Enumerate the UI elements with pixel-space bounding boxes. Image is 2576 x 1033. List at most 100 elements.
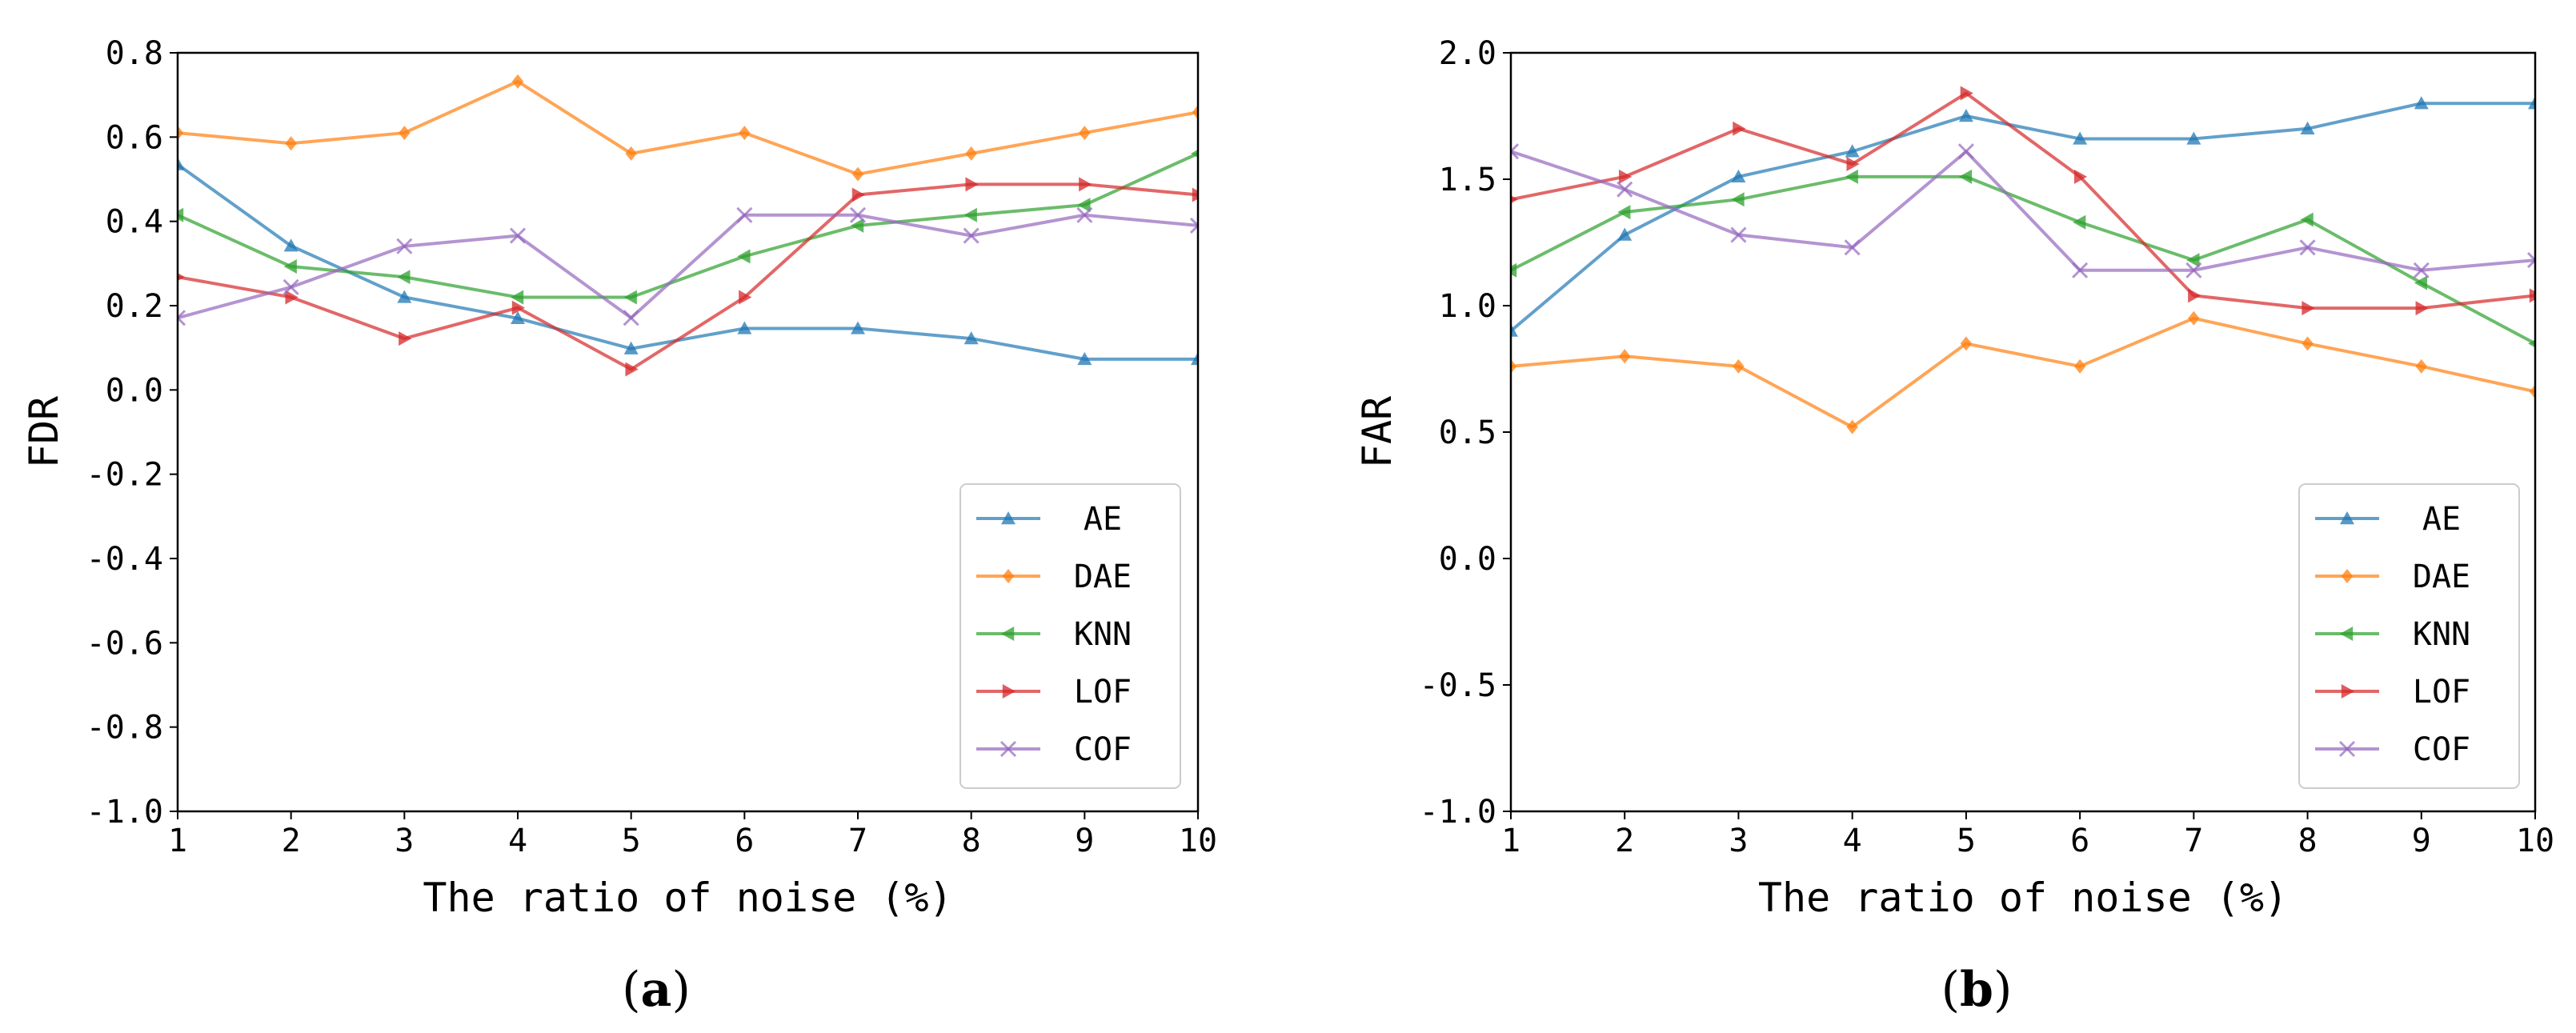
legend-marker-cof: [2338, 740, 2356, 758]
data-point-knn-1: [178, 207, 184, 222]
data-point-knn-4: [1845, 169, 1858, 184]
data-point-lof-3: [1733, 121, 1746, 136]
data-point-dae-9: [1079, 126, 1091, 141]
data-point-lof-4: [511, 300, 525, 315]
data-point-dae-2: [1619, 349, 1631, 364]
legend-label-ae: AE: [1084, 501, 1122, 538]
data-point-dae-10: [1192, 105, 1198, 120]
legend-item-cof: COF: [976, 731, 1132, 768]
panel-label: (a): [622, 962, 691, 1018]
x-tick-label: 4: [508, 823, 527, 859]
legend-item-knn: KNN: [976, 616, 1132, 653]
data-point-cof-4: [1844, 239, 1861, 256]
data-point-lof-3: [399, 331, 412, 346]
data-point-dae-1: [178, 126, 184, 141]
legend-label-dae: DAE: [1074, 559, 1132, 595]
y-tick-label: -1.0: [1420, 794, 1496, 831]
y-tick-label: 1.5: [1439, 162, 1496, 198]
legend: AE DAE KNN LOF COF: [959, 483, 1181, 789]
y-tick-label: -0.2: [86, 457, 163, 494]
legend-item-lof: LOF: [2315, 674, 2470, 711]
legend-item-dae: DAE: [976, 559, 1132, 595]
series-line-knn: [178, 152, 1198, 299]
data-point-knn-7: [851, 218, 864, 233]
legend-marker-ae: [2340, 511, 2354, 525]
series-line-cof: [1511, 150, 2535, 272]
x-tick-label: 2: [282, 823, 301, 859]
legend-label-lof: LOF: [2413, 674, 2470, 711]
data-point-knn-8: [963, 207, 977, 222]
legend-label-cof: COF: [2413, 731, 2470, 768]
data-point-cof-6: [2072, 262, 2089, 278]
data-point-lof-10: [1192, 187, 1198, 202]
data-point-ae-7: [851, 321, 865, 334]
data-point-knn-4: [511, 290, 524, 305]
data-point-cof-4: [509, 227, 527, 244]
x-tick-label: 1: [1501, 823, 1520, 859]
data-point-lof-9: [2415, 301, 2429, 316]
legend-item-ae: AE: [976, 501, 1122, 538]
series-line-dae: [178, 79, 1198, 176]
data-point-ae-4: [511, 310, 525, 324]
data-point-cof-8: [2299, 239, 2316, 256]
data-point-ae-5: [623, 341, 639, 354]
data-point-knn-5: [623, 290, 637, 305]
series-line-lof: [1511, 91, 2535, 310]
data-point-ae-3: [397, 290, 412, 303]
data-point-cof-5: [1957, 143, 1974, 160]
data-point-ae-6: [737, 321, 752, 334]
x-tick-label: 2: [1615, 823, 1634, 859]
data-point-ae-6: [2073, 131, 2088, 145]
x-tick-label: 4: [1843, 823, 1862, 859]
x-tick-label: 5: [1957, 823, 1976, 859]
data-point-knn-8: [2300, 212, 2314, 227]
data-point-dae-7: [2188, 310, 2200, 326]
data-point-knn-9: [2414, 275, 2427, 290]
legend-item-ae: AE: [2315, 501, 2461, 538]
data-point-lof-1: [1511, 195, 1518, 204]
data-point-knn-10: [1191, 149, 1198, 158]
data-point-ae-8: [963, 331, 979, 345]
y-tick-label: 0.0: [1439, 541, 1496, 578]
x-tick-label: 10: [1179, 823, 1217, 859]
data-point-knn-2: [283, 259, 297, 274]
legend-item-lof: LOF: [976, 674, 1132, 711]
data-point-ae-1: [178, 157, 185, 170]
data-point-knn-1: [1511, 262, 1517, 278]
legend-marker-knn: [2340, 627, 2354, 641]
data-point-dae-1: [1511, 358, 1517, 374]
series-line-knn: [1511, 174, 2535, 346]
data-point-ae-7: [2186, 131, 2201, 145]
y-tick-label: 0.4: [106, 204, 163, 241]
data-point-cof-10: [1189, 217, 1198, 234]
data-point-dae-3: [399, 126, 411, 141]
legend-marker-lof: [1002, 684, 1016, 699]
data-point-cof-3: [396, 238, 413, 254]
series-line-ae: [178, 162, 1198, 361]
data-point-ae-9: [1077, 351, 1092, 366]
data-point-dae-4: [511, 74, 524, 89]
data-point-ae-5: [1958, 109, 1973, 122]
data-point-lof-4: [1846, 157, 1860, 172]
data-point-knn-5: [1958, 169, 1973, 184]
data-point-lof-1: [178, 273, 185, 282]
series-line-cof: [178, 213, 1198, 320]
data-point-lof-6: [739, 290, 752, 305]
legend-label-cof: COF: [1074, 731, 1132, 768]
legend-label-dae: DAE: [2413, 559, 2470, 595]
y-tick-label: 2.0: [1439, 35, 1496, 72]
legend-marker-knn: [1001, 627, 1015, 641]
y-tick-label: 0.6: [106, 119, 163, 156]
data-point-lof-8: [2302, 301, 2315, 316]
x-tick-label: 6: [735, 823, 754, 859]
data-point-lof-10: [2529, 288, 2535, 303]
data-point-ae-2: [283, 238, 298, 252]
data-point-knn-3: [1731, 192, 1745, 207]
data-point-lof-5: [1960, 86, 1973, 101]
data-point-cof-9: [2413, 262, 2430, 278]
legend-label-ae: AE: [2422, 501, 2461, 538]
data-point-cof-5: [623, 310, 639, 326]
legend-label-knn: KNN: [1074, 616, 1132, 653]
series-line-lof: [178, 182, 1198, 371]
data-point-cof-1: [178, 310, 186, 326]
